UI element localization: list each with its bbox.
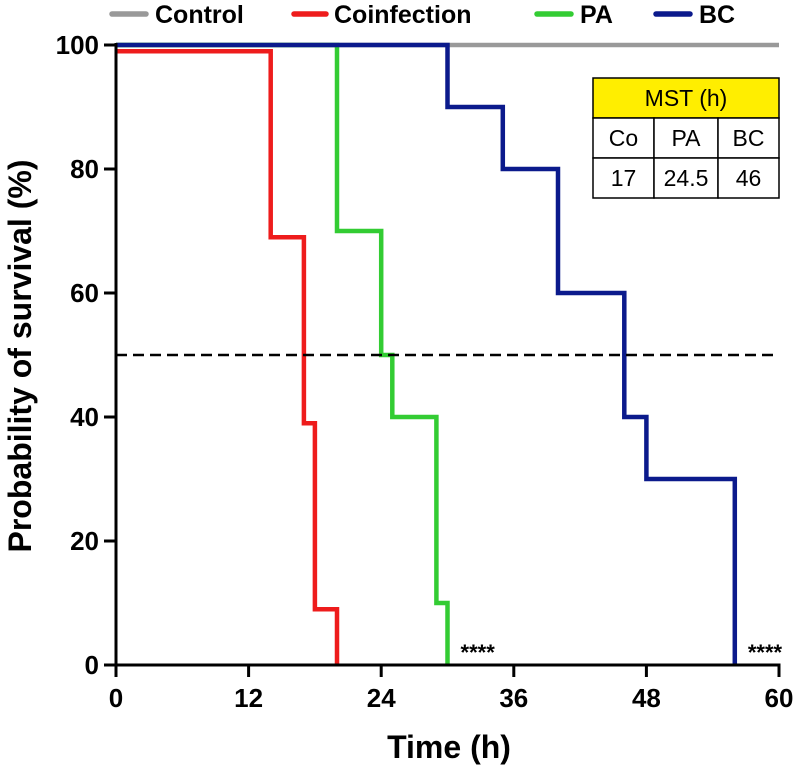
- mst-table: MST (h) Co PA BC 17 24.5 46: [592, 77, 780, 199]
- x-tick-label-60: 60: [765, 683, 794, 713]
- y-axis-title: Probability of survival (%): [2, 160, 38, 553]
- legend-item-bc: BC: [653, 1, 735, 29]
- mst-table-value-bc: 46: [736, 165, 762, 191]
- plot-area: 0 12 24 36 48 60 0 20 40 60 80 100 **** **** MST (h)…: [56, 30, 794, 713]
- legend-label-bc: BC: [699, 1, 735, 29]
- series-line-bc: [116, 42, 738, 665]
- x-tick-label-36: 36: [499, 683, 528, 713]
- mst-table-value-pa: 24.5: [664, 165, 709, 191]
- legend-label-coinfection: Coinfection: [334, 1, 472, 29]
- mst-table-value-co: 17: [611, 165, 637, 191]
- y-tick-label-40: 40: [70, 402, 99, 432]
- x-tick-label-24: 24: [367, 683, 396, 713]
- axes-layer: 0 12 24 36 48 60 0 20 40 60 80 100: [56, 30, 794, 713]
- x-tick-label-48: 48: [632, 683, 661, 713]
- y-tick-label-100: 100: [56, 30, 99, 60]
- annotation-layer: **** ****: [461, 640, 783, 665]
- x-tick-label-12: 12: [234, 683, 263, 713]
- y-tick-label-0: 0: [85, 650, 99, 680]
- x-tick-label-0: 0: [109, 683, 123, 713]
- mst-table-cell-header-bc: [717, 117, 780, 159]
- y-tick-label-80: 80: [70, 154, 99, 184]
- legend-label-control: Control: [155, 1, 244, 29]
- mst-table-title: MST (h): [645, 85, 728, 111]
- mst-table-cell-value-bc: [717, 157, 780, 199]
- significance-marker-2: ****: [748, 640, 783, 665]
- legend-item-coinfection: Coinfection: [291, 1, 472, 29]
- legend-item-control: Control: [109, 1, 244, 29]
- mst-table-header-pa: PA: [672, 125, 702, 151]
- mst-table-title-cell: [592, 77, 780, 119]
- mst-table-header-co: Co: [609, 125, 638, 151]
- significance-marker-1: ****: [461, 640, 496, 665]
- legend-item-pa: PA: [534, 1, 613, 29]
- y-tick-label-20: 20: [70, 526, 99, 556]
- x-axis-title: Time (h): [387, 729, 511, 765]
- legend-label-pa: PA: [580, 1, 613, 29]
- legend: Control Coinfection PA BC: [109, 1, 735, 29]
- series-line-coinfection: [116, 48, 340, 665]
- mst-table-header-bc: BC: [733, 125, 765, 151]
- y-tick-label-60: 60: [70, 278, 99, 308]
- mst-table-cell-value-co: [592, 157, 655, 199]
